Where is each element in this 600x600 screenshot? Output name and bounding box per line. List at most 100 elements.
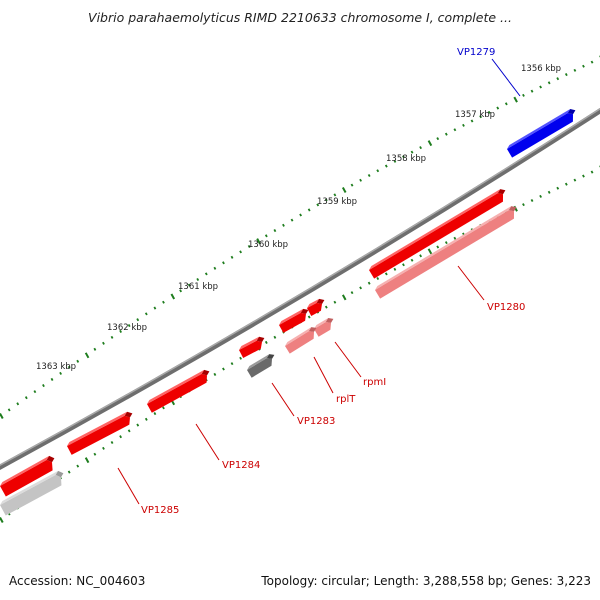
minor-tick: [350, 183, 354, 187]
minor-tick: [204, 272, 208, 276]
minor-tick: [119, 329, 122, 334]
gene-rpmi-track2[interactable]: [314, 318, 334, 337]
minor-tick: [59, 371, 62, 375]
minor-tick: [436, 245, 440, 249]
minor-tick: [496, 106, 500, 110]
minor-tick: [7, 408, 11, 412]
gene-leader-line: [491, 58, 521, 97]
outer-tick-track: [0, 55, 600, 419]
minor-tick: [547, 81, 551, 85]
minor-tick: [333, 193, 337, 197]
gene-top-face: [67, 411, 128, 446]
minor-tick: [93, 347, 97, 351]
minor-tick: [522, 93, 525, 97]
minor-tick: [102, 446, 105, 450]
gene-label-vp1283[interactable]: VP1283: [297, 416, 335, 427]
gene-top-face: [369, 189, 501, 270]
gene-vp1285[interactable]: [0, 455, 55, 497]
gene-vp1284[interactable]: [147, 369, 210, 413]
gene-top-face: [314, 318, 329, 329]
minor-tick: [539, 194, 542, 198]
scale-tick-label: 1357 kbp: [455, 110, 495, 120]
minor-tick: [264, 340, 268, 345]
major-tick: [427, 248, 433, 255]
minor-tick: [410, 150, 414, 154]
minor-tick: [110, 335, 114, 339]
gene-vp1279[interactable]: [507, 109, 576, 158]
minor-tick: [136, 318, 140, 322]
gene-front-face: [247, 358, 272, 378]
minor-tick: [487, 110, 491, 114]
minor-tick: [299, 213, 302, 217]
gene-label-vp1284[interactable]: VP1284: [222, 460, 260, 471]
minor-tick: [453, 236, 457, 240]
gene-vp1280[interactable]: [369, 189, 506, 279]
gene-side-face: [124, 411, 133, 418]
gene-vp1284-track2[interactable]: [67, 411, 133, 455]
major-tick: [0, 517, 4, 523]
minor-tick: [462, 123, 465, 127]
minor-tick: [470, 119, 474, 123]
minor-tick: [539, 85, 542, 89]
minor-tick: [76, 464, 80, 468]
gene-label-vp1285[interactable]: VP1285: [141, 505, 179, 516]
minor-tick: [384, 272, 388, 276]
minor-tick: [230, 362, 234, 366]
gene-rpmi[interactable]: [307, 298, 325, 316]
minor-tick: [282, 223, 285, 227]
minor-tick: [522, 203, 525, 207]
gene-label-vp1280[interactable]: VP1280: [487, 302, 525, 313]
gene-top-face: [307, 298, 320, 308]
minor-tick: [590, 170, 594, 174]
minor-tick: [367, 173, 371, 178]
minor-tick: [16, 402, 20, 406]
minor-tick: [402, 155, 405, 159]
minor-tick: [590, 60, 594, 64]
minor-tick: [530, 198, 534, 203]
minor-tick: [24, 396, 28, 400]
minor-tick: [453, 128, 457, 132]
minor-tick: [582, 64, 585, 68]
major-tick: [341, 294, 347, 301]
gene-label-rplt[interactable]: rplT: [336, 394, 356, 405]
minor-tick: [76, 359, 80, 363]
gene-side-face: [46, 455, 55, 463]
minor-tick: [376, 276, 380, 281]
gene-vp1280-track2[interactable]: [375, 206, 517, 299]
gene-leader-line: [117, 467, 140, 505]
chromosome-backbone: [0, 107, 600, 470]
gene-side-face: [308, 327, 317, 332]
map-title: Vibrio parahaemolyticus RIMD 2210633 chr…: [88, 10, 512, 25]
minor-tick: [384, 164, 388, 168]
gene-leader-line: [334, 341, 362, 378]
minor-tick: [239, 356, 242, 360]
minor-tick: [582, 174, 585, 178]
major-tick: [256, 238, 261, 245]
minor-tick: [222, 367, 225, 371]
minor-tick: [307, 208, 311, 212]
gene-vp1283-track2[interactable]: [247, 354, 275, 378]
gene-side-face: [256, 336, 265, 342]
gene-label-rpmi[interactable]: rpmI: [363, 377, 386, 388]
scale-tick-label: 1362 kbp: [107, 323, 147, 333]
scale-tick-label: 1358 kbp: [386, 154, 426, 164]
minor-tick: [102, 341, 105, 345]
gene-rplt-track2[interactable]: [285, 327, 317, 354]
minor-tick: [273, 335, 277, 339]
genome-summary-text: Topology: circular; Length: 3,288,558 bp…: [261, 574, 591, 588]
scale-tick-label: 1363 kbp: [36, 362, 76, 372]
gene-front-face: [314, 322, 331, 337]
gene-vp1285-track2[interactable]: [0, 470, 64, 516]
minor-tick: [230, 255, 234, 259]
gene-rplt[interactable]: [279, 308, 309, 333]
minor-tick: [33, 390, 37, 394]
minor-tick: [213, 372, 217, 376]
major-tick: [427, 140, 433, 147]
minor-tick: [556, 77, 560, 81]
gene-label-vp1279[interactable]: VP1279: [457, 47, 495, 58]
major-tick: [84, 457, 90, 464]
minor-tick: [436, 137, 440, 141]
scale-tick-label: 1359 kbp: [317, 197, 357, 207]
gene-vp1283[interactable]: [239, 336, 265, 358]
